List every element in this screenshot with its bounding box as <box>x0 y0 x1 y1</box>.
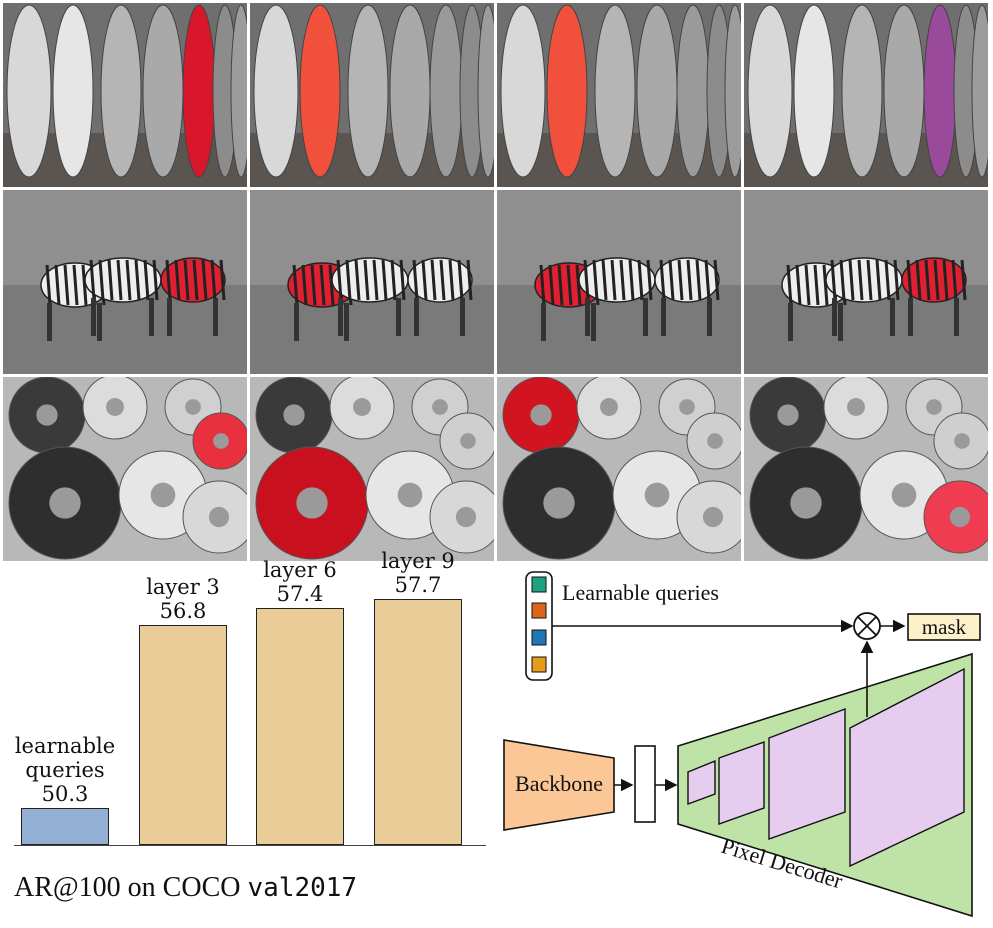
example-donuts-4 <box>744 377 988 561</box>
caption-text: AR@100 on COCO <box>14 872 248 903</box>
segmentation-example-grid <box>3 3 989 561</box>
bar-value-label: 50.3 <box>41 782 89 807</box>
bar-layer-3 <box>139 624 227 845</box>
bar-label-layer-6: layer 6 57.4 <box>226 558 374 606</box>
example-surfboards-1 <box>3 3 247 187</box>
bar-value-label: 57.4 <box>276 581 324 606</box>
chart-caption: AR@100 on COCO val2017 <box>14 872 357 904</box>
bar-layer-6 <box>256 607 344 845</box>
bar-category-label: learnable <box>14 734 116 759</box>
bar-value-label: 57.7 <box>394 573 442 598</box>
caption-mono: val2017 <box>247 873 358 903</box>
decoder-feature-4 <box>849 667 965 868</box>
example-donuts-3 <box>497 377 741 561</box>
bar-category-label: layer 6 <box>263 557 337 582</box>
bar-category-label: layer 9 <box>381 549 455 574</box>
mask-label: mask <box>922 615 967 639</box>
architecture-diagram: Learnable queries mask Backbone Pixel De… <box>490 562 990 924</box>
example-surfboards-2 <box>250 3 494 187</box>
bar-label-learnable-queries: learnable queries 50.3 <box>0 734 139 806</box>
example-surfboards-4 <box>744 3 988 187</box>
decoder-feature-2 <box>718 741 765 825</box>
query-token-4 <box>531 656 547 673</box>
example-donuts-1 <box>3 377 247 561</box>
example-zebras-4 <box>744 190 988 374</box>
ar-bar-chart: learnable queries 50.3 layer 3 56.8 layer 6 57… <box>0 549 490 862</box>
example-zebras-2 <box>250 190 494 374</box>
example-donuts-2 <box>250 377 494 561</box>
decoder-feature-1 <box>687 759 716 806</box>
example-zebras-3 <box>497 190 741 374</box>
bar-label-layer-9: layer 9 57.7 <box>344 549 492 597</box>
query-token-2 <box>531 602 547 619</box>
queries-label: Learnable queries <box>562 580 719 605</box>
learnable-queries-stack <box>525 571 553 681</box>
chart-baseline <box>14 845 486 846</box>
decoder-feature-3 <box>768 707 846 840</box>
multiply-icon <box>853 612 881 640</box>
example-zebras-1 <box>3 190 247 374</box>
bar-layer-9 <box>374 599 462 845</box>
bar-category-label: queries <box>25 758 105 783</box>
query-token-1 <box>531 576 547 593</box>
backbone-block <box>503 739 615 831</box>
bar-label-layer-3: layer 3 56.8 <box>109 575 257 623</box>
query-token-3 <box>531 629 547 646</box>
bar-value-label: 56.8 <box>159 598 207 623</box>
backbone-label: Backbone <box>515 771 603 796</box>
backbone-feature-bar <box>634 745 656 823</box>
mask-box <box>907 613 981 641</box>
example-surfboards-3 <box>497 3 741 187</box>
bar-learnable-queries <box>21 808 109 845</box>
bar-category-label: layer 3 <box>146 574 220 599</box>
